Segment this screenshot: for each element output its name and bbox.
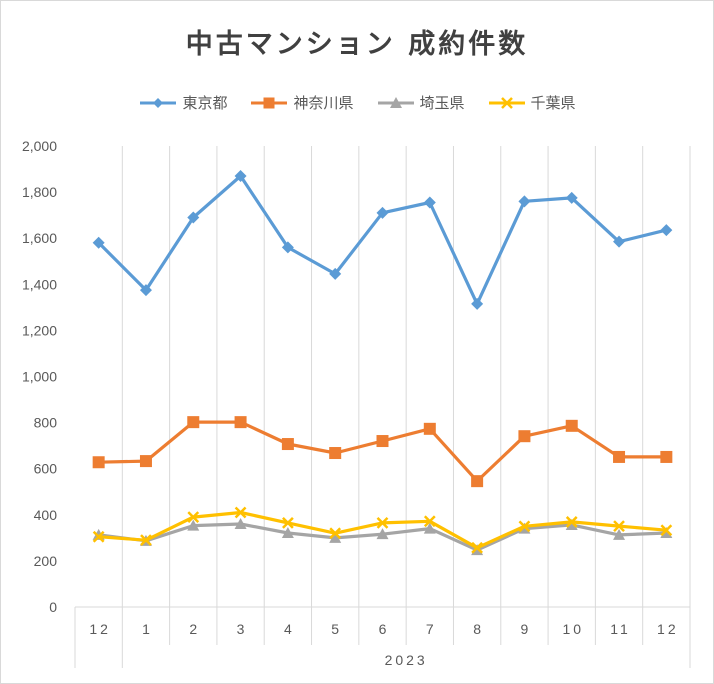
x-tick-label: 8 (473, 621, 484, 637)
data-point (518, 195, 531, 208)
legend-marker-chiba (488, 96, 525, 109)
legend-label-chiba: 千葉県 (530, 94, 576, 112)
data-point (139, 455, 152, 468)
legend: 東京都 神奈川県 埼玉県 千葉県 (0, 92, 714, 113)
data-point (376, 206, 389, 219)
data-point (423, 522, 436, 534)
data-point (329, 267, 342, 280)
data-point (234, 416, 247, 429)
x-tick-label: 12 (657, 621, 679, 637)
data-point (187, 211, 200, 224)
data-point (471, 297, 484, 310)
data-point (613, 235, 626, 248)
legend-label-tokyo: 東京都 (182, 94, 228, 112)
data-point (613, 520, 625, 532)
data-point (423, 422, 436, 435)
data-point (660, 450, 673, 463)
legend-item-tokyo: 東京都 (138, 92, 227, 113)
data-point (234, 506, 247, 519)
x-tick-label: 11 (610, 621, 631, 637)
y-tick-label: 2,000 (22, 138, 57, 154)
series-line-0 (97, 174, 667, 306)
y-tick-label: 600 (34, 461, 58, 477)
y-tick-label: 1,600 (22, 230, 57, 246)
y-tick-label: 1,800 (22, 184, 57, 200)
y-tick-label: 1,000 (22, 369, 57, 385)
x-tick-label: 4 (284, 621, 295, 637)
data-point (565, 518, 578, 530)
x-group-label: 2023 (385, 652, 428, 668)
data-point (282, 516, 294, 529)
x-tick-label: 3 (237, 621, 248, 637)
data-point (565, 516, 578, 528)
data-point (92, 530, 105, 543)
x-tick-label: 2 (189, 621, 200, 637)
data-point (92, 456, 105, 469)
data-point (281, 438, 294, 451)
data-point (234, 169, 247, 182)
x-tick-label: 6 (379, 621, 390, 637)
data-point (376, 516, 389, 529)
data-point (329, 531, 342, 543)
data-point (518, 430, 531, 443)
data-point (613, 528, 626, 540)
data-point (660, 524, 673, 537)
data-point (187, 416, 200, 429)
data-point (329, 447, 342, 460)
data-point (281, 527, 294, 539)
series-line-1 (98, 420, 667, 483)
x-tick-label: 9 (521, 621, 532, 637)
legend-label-kanagawa: 神奈川県 (293, 94, 354, 112)
data-point (565, 419, 578, 432)
data-point (471, 475, 484, 488)
y-tick-label: 1,400 (22, 276, 57, 292)
x-tick-label: 7 (426, 621, 437, 637)
legend-item-chiba: 千葉県 (487, 92, 576, 113)
chart-title: 中古マンション 成約件数 (185, 29, 529, 60)
data-point (660, 527, 673, 539)
data-point (187, 519, 200, 531)
legend-marker-kanagawa (251, 97, 288, 108)
x-tick-label: 5 (331, 621, 342, 637)
data-point (140, 534, 152, 547)
data-point (613, 450, 626, 463)
y-tick-label: 400 (34, 507, 58, 523)
data-point (660, 224, 673, 237)
legend-label-saitama: 埼玉県 (419, 94, 465, 112)
y-tick-label: 800 (34, 415, 58, 431)
data-point (471, 541, 483, 554)
data-point (376, 528, 389, 540)
data-point (234, 518, 247, 530)
data-point (187, 511, 200, 523)
data-point (139, 284, 152, 297)
y-tick-label: 0 (49, 599, 57, 615)
data-point (329, 527, 342, 540)
y-tick-label: 1,200 (22, 322, 57, 338)
data-point (281, 241, 294, 254)
legend-item-kanagawa: 神奈川県 (249, 92, 354, 113)
data-point (518, 520, 531, 533)
legend-marker-saitama (377, 96, 414, 108)
legend-item-saitama: 埼玉県 (376, 92, 465, 113)
x-tick-label: 12 (89, 621, 111, 637)
data-point (423, 196, 436, 209)
data-point (92, 236, 105, 249)
data-point (565, 191, 578, 204)
x-tick-label: 1 (142, 621, 153, 637)
legend-marker-tokyo (140, 97, 177, 108)
x-tick-label: 10 (562, 621, 584, 637)
data-point (376, 435, 389, 448)
data-point (423, 515, 436, 528)
y-tick-label: 200 (34, 553, 58, 569)
